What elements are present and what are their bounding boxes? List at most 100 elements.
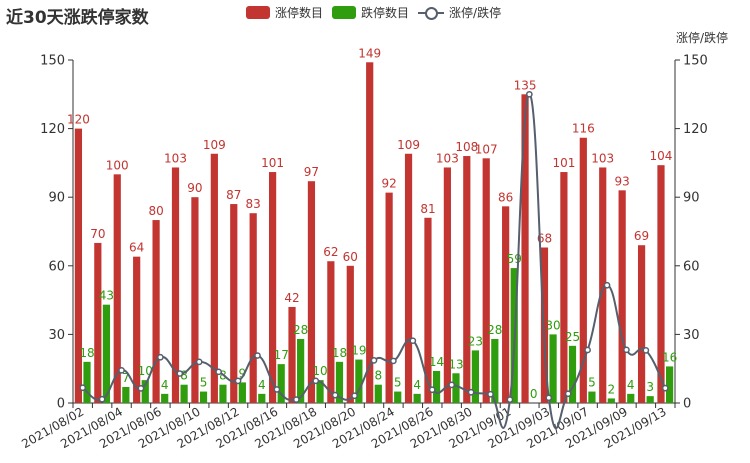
- ratio-point: [623, 346, 630, 354]
- y-tick-label-right: 90: [683, 191, 700, 206]
- data-label-limit-up: 83: [246, 197, 261, 211]
- data-label-limit-up: 81: [420, 202, 435, 216]
- data-label-limit-down: 19: [351, 344, 366, 358]
- data-label-limit-down: 28: [487, 323, 502, 337]
- ratio-point: [254, 352, 261, 359]
- ratio-point: [273, 386, 281, 393]
- bar-limit-up: [327, 261, 335, 403]
- bar-limit-up: [657, 165, 665, 403]
- bar-limit-up: [599, 167, 607, 403]
- ratio-point: [195, 358, 203, 366]
- bar-limit-down: [277, 364, 285, 403]
- legend-label-limit-down: 跌停数目: [361, 5, 410, 20]
- data-label-limit-down: 17: [274, 348, 289, 362]
- y-tick-label-right: 120: [683, 122, 708, 137]
- data-label-limit-down: 9: [239, 366, 247, 380]
- ratio-point: [351, 392, 358, 400]
- data-label-limit-down: 16: [662, 350, 677, 364]
- ratio-point: [312, 377, 320, 385]
- data-label-limit-up: 104: [650, 149, 673, 163]
- ratio-point: [137, 385, 145, 392]
- ratio-point: [79, 384, 87, 392]
- data-label-limit-up: 60: [343, 250, 358, 264]
- ratio-point: [234, 377, 242, 385]
- bar-limit-up: [366, 62, 374, 403]
- data-label-limit-up: 108: [455, 140, 478, 154]
- data-label-limit-up: 109: [397, 138, 420, 152]
- data-label-limit-down: 5: [588, 376, 596, 390]
- legend-item-ratio[interactable]: 涨停/跌停: [418, 4, 501, 21]
- data-label-limit-up: 103: [164, 151, 187, 165]
- data-label-limit-up: 103: [436, 151, 459, 165]
- ratio-point: [545, 394, 553, 402]
- bar-limit-down: [335, 361, 344, 403]
- y-tick-label-left: 150: [40, 54, 65, 69]
- bar-limit-down: [607, 398, 615, 403]
- bar-limit-down: [568, 345, 577, 403]
- ratio-point: [370, 357, 378, 364]
- data-label-limit-up: 149: [358, 46, 381, 60]
- ratio-point: [292, 396, 300, 403]
- data-label-limit-down: 28: [293, 323, 308, 337]
- data-label-limit-down: 3: [646, 380, 654, 394]
- bar-limit-down: [161, 393, 169, 403]
- ratio-point: [584, 346, 591, 354]
- data-label-limit-down: 43: [99, 289, 114, 303]
- bar-limit-down: [180, 384, 188, 403]
- legend-item-limit-up[interactable]: 涨停数目: [246, 4, 323, 21]
- data-label-limit-down: 4: [413, 378, 421, 392]
- data-label-limit-up: 87: [226, 188, 241, 202]
- bar-limit-down: [297, 338, 305, 403]
- data-label-limit-up: 120: [67, 113, 90, 127]
- bar-limit-down: [413, 393, 421, 403]
- legend-item-limit-down[interactable]: 跌停数目: [332, 4, 409, 21]
- data-label-limit-up: 101: [552, 156, 575, 170]
- bar-limit-down: [83, 361, 91, 403]
- bar-limit-down: [471, 350, 479, 403]
- data-label-limit-up: 69: [634, 229, 649, 243]
- bar-limit-up: [307, 181, 316, 403]
- bar-limit-up: [171, 167, 180, 403]
- bar-limit-down: [627, 393, 635, 403]
- bar-limit-up: [463, 156, 471, 403]
- bar-limit-up: [637, 245, 646, 403]
- bar-limit-down: [549, 334, 557, 403]
- bar-limit-up: [152, 220, 160, 403]
- ratio-point: [448, 381, 456, 389]
- data-label-limit-up: 97: [304, 165, 319, 179]
- bar-limit-down: [199, 391, 208, 403]
- ratio-point: [331, 391, 339, 399]
- data-label-limit-down: 23: [468, 334, 483, 348]
- bar-limit-up: [385, 192, 393, 403]
- y-tick-label-right: 60: [683, 259, 700, 274]
- ratio-point: [98, 395, 106, 403]
- legend-swatch-limit-down: [332, 5, 357, 19]
- ratio-point: [526, 90, 533, 98]
- data-label-limit-down: 2: [608, 382, 616, 396]
- data-label-limit-down: 25: [565, 330, 580, 344]
- bar-limit-up: [269, 172, 277, 403]
- legend-label-ratio: 涨停/跌停: [449, 5, 502, 20]
- bar-limit-down: [102, 304, 111, 403]
- bar-limit-down: [394, 391, 402, 403]
- y-tick-label-left: 0: [57, 397, 65, 412]
- ratio-point: [157, 353, 164, 361]
- ratio-point: [642, 347, 650, 354]
- bar-limit-down: [219, 384, 227, 403]
- legend: 涨停数目 跌停数目 涨停/跌停: [246, 4, 510, 20]
- data-label-limit-down: 30: [545, 318, 560, 332]
- data-label-limit-up: 107: [475, 142, 498, 156]
- data-label-limit-down: 5: [200, 376, 208, 390]
- bar-limit-up: [133, 256, 141, 403]
- data-label-limit-up: 70: [90, 227, 105, 241]
- bar-limit-down: [238, 382, 246, 403]
- y-tick-label-right: 0: [683, 397, 691, 412]
- bar-limit-down: [355, 359, 363, 403]
- data-label-limit-down: 18: [79, 346, 94, 360]
- ratio-point: [118, 366, 125, 374]
- bar-limit-down: [452, 373, 460, 403]
- data-label-limit-up: 42: [284, 291, 299, 305]
- data-label-limit-up: 64: [129, 241, 144, 255]
- data-label-limit-down: 8: [180, 369, 188, 383]
- bar-limit-up: [443, 167, 451, 403]
